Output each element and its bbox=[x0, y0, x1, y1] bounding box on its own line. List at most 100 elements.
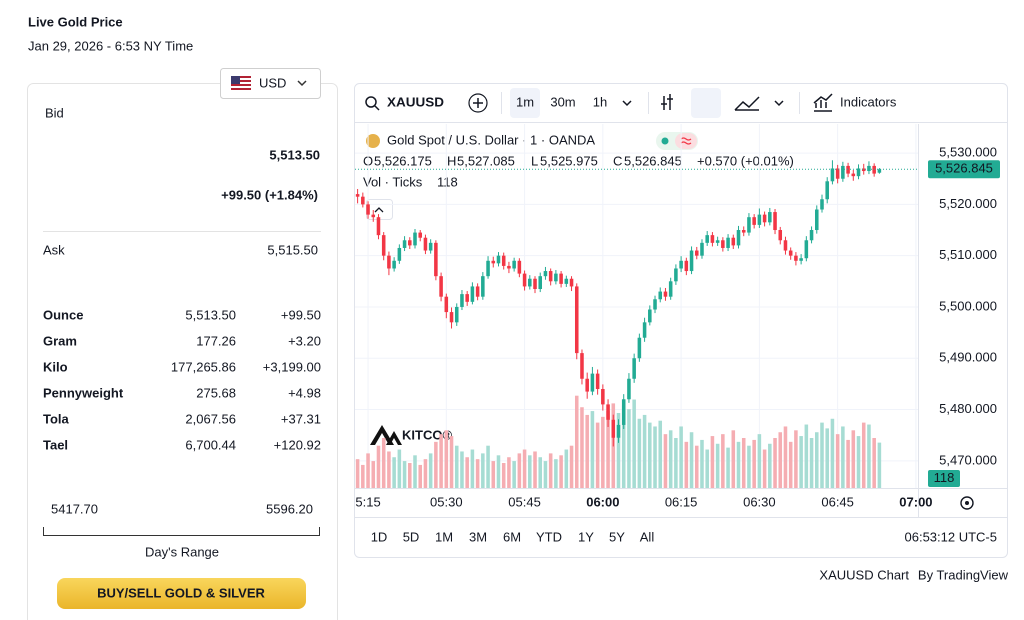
volume-bar bbox=[538, 457, 543, 488]
volume-bar bbox=[595, 422, 600, 488]
candle-body bbox=[846, 165, 850, 174]
collapse-icon bbox=[374, 207, 384, 213]
candle-body bbox=[642, 322, 647, 338]
volume-title: Vol · Ticks bbox=[363, 174, 423, 189]
unit-name: Kilo bbox=[43, 359, 68, 374]
volume-bar bbox=[507, 457, 511, 488]
interval[interactable]: 30m bbox=[550, 94, 575, 109]
volume-bar bbox=[397, 449, 402, 488]
volume-bar bbox=[428, 453, 433, 488]
candle-body bbox=[355, 194, 360, 197]
volume-bar bbox=[454, 445, 459, 488]
range-button[interactable]: YTD bbox=[536, 529, 562, 544]
candle-body bbox=[721, 240, 725, 248]
volume-bar bbox=[491, 461, 496, 488]
volume-bar bbox=[658, 420, 663, 488]
range-button[interactable]: 3M bbox=[469, 529, 487, 544]
volume-bar bbox=[465, 457, 469, 488]
volume-bar bbox=[778, 432, 783, 488]
candle-body bbox=[548, 271, 553, 282]
ohlc-key: C bbox=[613, 153, 622, 168]
volume-bar bbox=[835, 434, 840, 488]
active-chart-type[interactable] bbox=[691, 88, 721, 118]
volume-bar bbox=[574, 395, 579, 488]
button-label[interactable]: BUY/SELL GOLD & SILVER bbox=[97, 585, 265, 600]
volume-bar bbox=[392, 457, 396, 488]
y-tick-label: 5,500.000 bbox=[939, 298, 997, 313]
candle-body bbox=[481, 276, 485, 297]
volume-bar bbox=[616, 413, 621, 488]
y-tick-label: 5,530.000 bbox=[939, 145, 997, 160]
volume-bar bbox=[606, 411, 610, 488]
volume-bar bbox=[528, 455, 532, 488]
range-button[interactable]: 5D bbox=[403, 529, 420, 544]
candle-body bbox=[376, 217, 381, 236]
candle-body bbox=[768, 212, 772, 223]
volume-bar bbox=[815, 432, 819, 488]
active-interval[interactable] bbox=[510, 88, 540, 118]
range-button[interactable]: 1D bbox=[371, 529, 388, 544]
volume-bar bbox=[413, 455, 417, 488]
volume-bar bbox=[361, 464, 365, 488]
range-button[interactable]: 1M bbox=[435, 529, 453, 544]
candle-body bbox=[569, 278, 574, 287]
indicators[interactable]: Indicators bbox=[840, 94, 897, 109]
range-button[interactable]: All bbox=[640, 529, 655, 544]
volume-bar bbox=[736, 441, 741, 488]
unit-price: 6,700.44 bbox=[185, 437, 236, 452]
range-button[interactable]: 6M bbox=[503, 529, 521, 544]
footer-link[interactable]: XAUUSD Chart bbox=[819, 567, 909, 582]
unit-name: Pennyweight bbox=[43, 385, 124, 400]
candle-body bbox=[392, 260, 396, 269]
interval[interactable]: 1m bbox=[516, 94, 534, 109]
unit-change: +120.92 bbox=[274, 437, 321, 452]
collapse-button[interactable] bbox=[366, 199, 393, 220]
chart-title: Gold Spot / U.S. Dollar · 1 · OANDA bbox=[387, 132, 595, 147]
candle-body bbox=[371, 214, 376, 218]
candle-body bbox=[361, 196, 365, 205]
candle-body bbox=[428, 242, 433, 251]
volume-bar bbox=[376, 445, 381, 488]
volume-bar bbox=[512, 461, 516, 488]
candle-body bbox=[867, 165, 871, 172]
range-bar bbox=[43, 527, 320, 536]
y-tick-label: 5,520.000 bbox=[939, 196, 997, 211]
candle-body bbox=[627, 378, 631, 400]
settings-icon[interactable] bbox=[960, 496, 974, 510]
candle-body bbox=[496, 255, 501, 264]
range-button[interactable]: 5Y bbox=[609, 529, 625, 544]
last-price-box bbox=[928, 160, 1000, 179]
x-tick-label: 06:45 bbox=[821, 494, 854, 509]
candle-body bbox=[752, 217, 756, 225]
ohlc-value: 5,526.845 bbox=[624, 153, 682, 168]
unit-price: 275.68 bbox=[196, 385, 236, 400]
buy-sell-button[interactable] bbox=[57, 578, 306, 609]
volume-bar bbox=[475, 459, 480, 488]
candle-body bbox=[387, 255, 391, 269]
candle-body bbox=[601, 389, 605, 405]
x-tick-label: 06:30 bbox=[743, 494, 776, 509]
volume-bar bbox=[559, 455, 563, 488]
unit-change: +3,199.00 bbox=[263, 359, 321, 374]
volume-bar bbox=[387, 451, 391, 488]
candle-body bbox=[778, 230, 783, 241]
ohlc-change: +0.570 (+0.01%) bbox=[697, 153, 794, 168]
volume-bar bbox=[402, 461, 407, 488]
candle-body bbox=[606, 404, 610, 420]
candle-body bbox=[580, 353, 584, 379]
interval[interactable]: 1h bbox=[593, 94, 607, 109]
watermark-logo bbox=[370, 425, 402, 445]
volume-bar bbox=[543, 461, 548, 488]
candle-body bbox=[679, 260, 683, 269]
flag-icon bbox=[231, 76, 251, 90]
candle-body bbox=[554, 273, 558, 282]
bid-price: 5,513.50 bbox=[269, 147, 320, 162]
range-button[interactable]: 1Y bbox=[578, 529, 594, 544]
candle-body bbox=[423, 237, 428, 251]
symbol-icon bbox=[366, 134, 380, 148]
volume-bar bbox=[788, 441, 793, 488]
unit-change: +4.98 bbox=[288, 385, 321, 400]
ohlc-value: 5,527.085 bbox=[457, 153, 515, 168]
volume-bar bbox=[768, 443, 772, 488]
